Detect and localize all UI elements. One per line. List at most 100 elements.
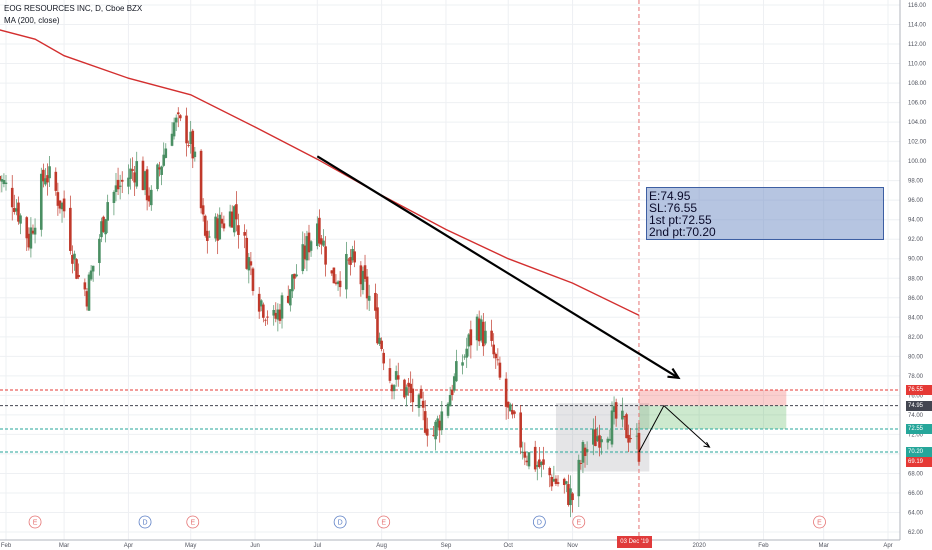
candle-body [176, 112, 180, 115]
stop-loss-text: SL:76.55 [649, 201, 698, 215]
candle-body [407, 382, 410, 387]
candle-body [0, 176, 2, 181]
candle-body [39, 173, 43, 230]
candle-body [448, 395, 452, 407]
candle-body [276, 309, 280, 320]
y-tick-label: 72.00 [908, 432, 924, 438]
candle-body [222, 223, 226, 229]
dividend-marker [333, 515, 347, 529]
candle-body [29, 227, 33, 249]
candle-body [562, 478, 566, 485]
candle-body [436, 418, 439, 428]
candle-body [540, 461, 543, 466]
candle-body [513, 411, 516, 414]
earnings-marker [572, 515, 586, 529]
candle-body [556, 482, 560, 484]
candle-body [160, 166, 163, 175]
price-level-label: 74.95 [906, 400, 932, 411]
candle-body [4, 182, 8, 185]
candle-body [129, 168, 132, 179]
y-tick-label: 90.00 [908, 257, 924, 263]
candle-body [27, 233, 31, 248]
candle-body [262, 304, 265, 318]
candle-body [376, 307, 379, 344]
event-marker-label: E [576, 520, 581, 527]
candle-body [112, 191, 116, 203]
trend-arrow-line [316, 155, 679, 379]
x-tick-label: Feb [758, 543, 769, 549]
earnings-marker [813, 515, 826, 529]
candle-body [156, 164, 159, 190]
y-tick-label: 98.00 [908, 179, 924, 185]
candle-body [405, 387, 408, 396]
candle-body [353, 251, 356, 263]
x-tick-label: Mar [59, 543, 69, 549]
candle-body [31, 230, 35, 234]
candle-body [390, 384, 394, 392]
candle-body [490, 330, 493, 341]
candle-body [423, 411, 427, 433]
candle-body [309, 241, 313, 251]
candle-body [623, 416, 626, 418]
candle-body [54, 171, 58, 191]
event-marker-label: E [33, 520, 38, 527]
event-marker-label: E [190, 520, 195, 527]
candle-body [289, 289, 292, 306]
candle-body [191, 130, 195, 159]
x-tick-label: Feb [1, 543, 12, 549]
candle-body [351, 249, 354, 261]
candle-body [149, 189, 153, 206]
candle-body [479, 319, 483, 341]
candle-body [374, 292, 377, 311]
candle-body [303, 245, 307, 260]
candle-body [218, 214, 222, 240]
candle-body [291, 274, 294, 292]
event-marker-label: D [338, 520, 343, 527]
x-tick-label: May [185, 543, 196, 549]
candle-body [606, 438, 610, 443]
candle-body [455, 361, 458, 382]
candle-body [83, 282, 87, 290]
y-tick-label: 96.00 [908, 198, 924, 204]
crosshair-date-label: 03 Dec '19 [617, 536, 652, 548]
candle-body [259, 300, 263, 307]
candle-body [127, 177, 130, 187]
indicator-label[interactable]: MA (200, close) [4, 16, 60, 25]
symbol-title[interactable]: EOG RESOURCES INC, D, Cboe BZX [4, 4, 143, 13]
candle-body [382, 352, 386, 364]
y-tick-label: 112.00 [908, 42, 927, 48]
candle-body [461, 362, 464, 366]
candle-body [147, 195, 151, 202]
profit-zone [638, 405, 787, 430]
candle-body [533, 446, 537, 470]
trade-info-box[interactable]: E:74.95 SL:76.55 1st pt:72.55 2nd pt:70.… [646, 187, 884, 240]
candle-body [278, 309, 282, 321]
candle-body [349, 257, 352, 265]
projection-path [638, 404, 710, 453]
candle-body [257, 293, 261, 312]
time-axis-bg [0, 540, 932, 550]
y-tick-label: 74.00 [908, 413, 924, 419]
candle-body [419, 388, 423, 399]
candle-body [450, 389, 454, 396]
candle-body [264, 319, 267, 321]
candle-body [237, 225, 240, 235]
candle-body [565, 481, 568, 484]
candle-body [508, 404, 512, 412]
candle-body [104, 219, 107, 235]
candle-body [550, 476, 554, 487]
dividend-marker [532, 515, 546, 529]
candle-body [10, 187, 14, 208]
candle-body [75, 259, 78, 279]
x-tick-label: Jun [250, 543, 260, 549]
x-tick-label: Nov [567, 543, 578, 549]
candle-body [71, 254, 74, 264]
candle-body [363, 265, 367, 279]
y-tick-label: 68.00 [908, 471, 924, 477]
y-tick-label: 80.00 [908, 354, 924, 360]
candle-body [600, 439, 603, 443]
candle-body [245, 237, 249, 269]
candle-body [475, 316, 479, 341]
candle-body [272, 309, 276, 316]
